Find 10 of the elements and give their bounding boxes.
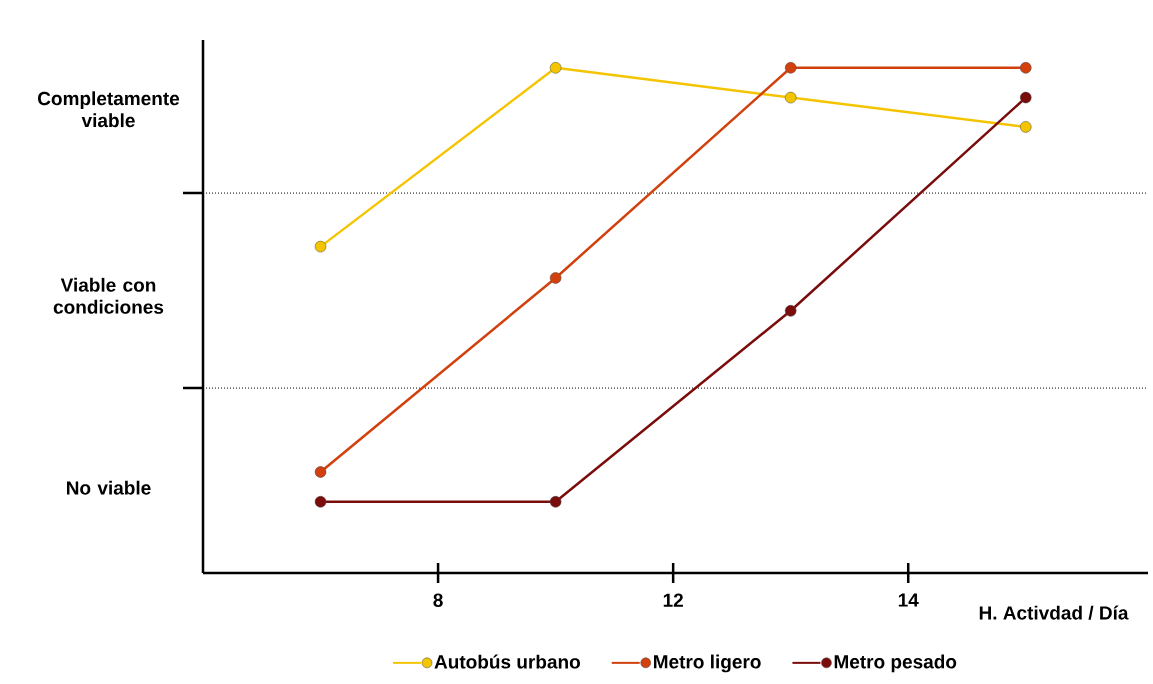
legend-label: Metro pesado bbox=[834, 654, 957, 673]
legend-label: Metro ligero bbox=[654, 654, 761, 673]
text: Completamente viable bbox=[38, 91, 180, 128]
text: 8 bbox=[433, 593, 443, 607]
text: 14 bbox=[898, 593, 919, 607]
text: Viable con condiciones bbox=[53, 277, 164, 314]
legend-label: Autobús urbano bbox=[434, 654, 580, 669]
text: No viable bbox=[67, 480, 151, 495]
x-axis-title: H. Activdad / Día bbox=[979, 605, 1129, 620]
text: 12 bbox=[663, 593, 683, 607]
